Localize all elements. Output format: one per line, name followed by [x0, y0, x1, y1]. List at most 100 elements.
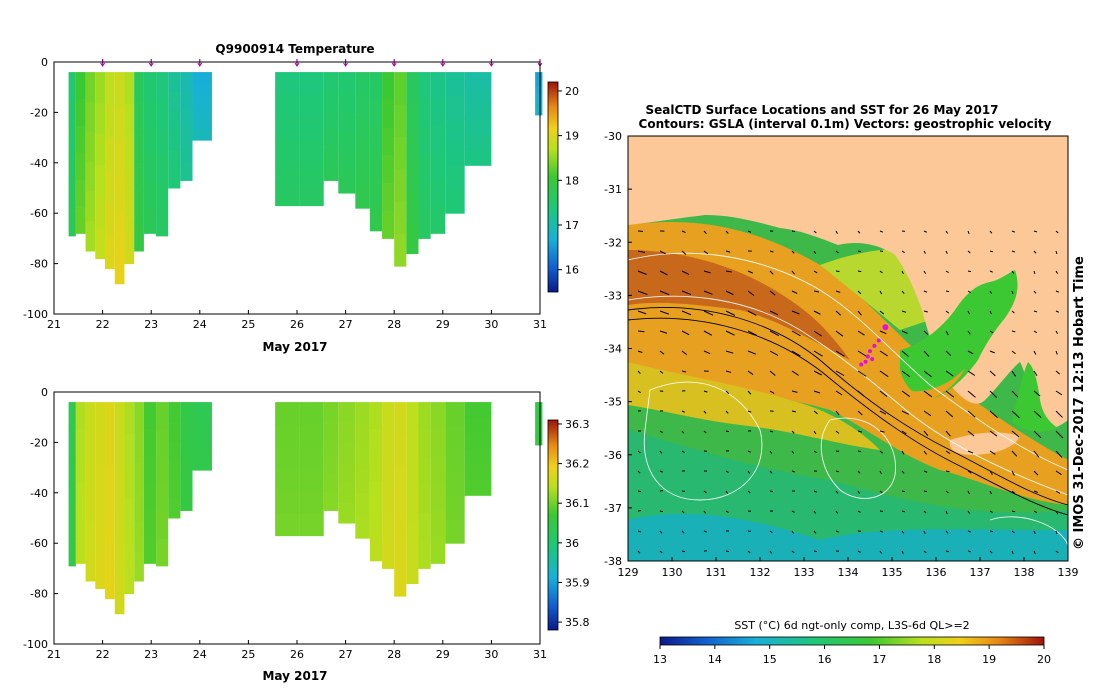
velocity-vector	[681, 250, 687, 256]
profile-cell	[382, 457, 395, 486]
velocity-vector	[681, 230, 686, 234]
velocity-vector	[901, 310, 907, 313]
velocity-vector	[725, 250, 731, 253]
velocity-vector	[813, 450, 817, 454]
sst-colorbar-tick-label: 18	[927, 653, 941, 666]
velocity-vector	[725, 430, 730, 433]
profile-cell	[406, 462, 419, 494]
profile-cell	[394, 434, 407, 468]
velocity-vector	[967, 550, 972, 553]
velocity-vector	[901, 270, 904, 274]
velocity-vector	[725, 490, 729, 494]
velocity-vector	[967, 410, 976, 418]
seal-locations	[859, 324, 889, 367]
velocity-vector	[813, 270, 818, 274]
profile-cell	[445, 119, 465, 144]
profile-cell	[394, 72, 407, 105]
velocity-vector	[659, 530, 663, 534]
velocity-vector	[945, 370, 954, 377]
velocity-vector	[835, 490, 839, 494]
geostrophic-vectors	[637, 230, 1064, 554]
velocity-vector	[989, 390, 998, 398]
profile-cell	[418, 182, 431, 212]
profile-cell	[445, 95, 465, 120]
profile-cell	[535, 409, 543, 417]
velocity-vector	[857, 290, 862, 295]
profile-cell	[369, 402, 383, 430]
velocity-vector	[945, 270, 949, 273]
velocity-vector	[1033, 470, 1039, 476]
map-subtitle: Contours: GSLA (interval 0.1m) Vectors: …	[639, 117, 1052, 131]
profile-cell	[430, 206, 446, 234]
profile-cell	[275, 94, 300, 118]
profile-cell	[124, 135, 135, 169]
profile-cell	[445, 425, 465, 450]
velocity-vector	[945, 450, 951, 454]
profile-cell	[85, 221, 96, 252]
profile-cell	[338, 502, 356, 524]
colorbar-tick-label: 36.1	[565, 497, 590, 510]
velocity-vector	[967, 530, 971, 533]
profile-cell	[168, 91, 181, 112]
salinity-colorbar-ticks: 36.3 36.2 36.1 36 35.9 35.8	[558, 418, 590, 629]
profile-cell	[192, 402, 212, 414]
velocity-vector	[923, 330, 929, 335]
profile-cell	[394, 466, 407, 500]
profile-cell	[369, 72, 383, 100]
profile-cell	[156, 402, 169, 430]
profile-cell	[355, 492, 370, 516]
profile-cell	[299, 183, 324, 207]
profile-cell	[430, 482, 446, 511]
velocity-vector	[835, 370, 845, 377]
velocity-vector	[813, 530, 817, 534]
velocity-vector	[659, 430, 663, 433]
profile-cell	[124, 231, 135, 265]
profile-cell	[275, 446, 300, 470]
velocity-vector	[923, 550, 927, 554]
seal-location	[876, 338, 881, 343]
velocity-vector	[901, 490, 906, 493]
velocity-vector	[1033, 270, 1036, 275]
temperature-y-axis: 0 -20 -40 -60 -80 -100	[23, 56, 58, 321]
profile-cell	[85, 521, 96, 552]
map-y-tick-label: -31	[604, 183, 622, 196]
velocity-vector	[637, 310, 647, 315]
velocity-vector	[813, 330, 823, 337]
velocity-vector	[637, 370, 641, 374]
profile-cell	[418, 485, 431, 514]
profile-cell	[445, 496, 465, 521]
profile-cell	[406, 553, 419, 585]
kangaroo-island	[949, 432, 1020, 455]
profile-cell	[535, 430, 543, 439]
profile-cell	[114, 543, 125, 579]
velocity-vector	[923, 230, 927, 233]
temperature-x-axis: 21 22 23 24 25 26 27 28 29 30 31	[47, 310, 547, 331]
sst-map-panel: SealCTD Surface Locations and SST for 26…	[604, 103, 1087, 666]
velocity-vector	[769, 310, 779, 316]
velocity-vector	[1033, 450, 1040, 458]
velocity-vector	[1011, 270, 1015, 274]
velocity-vector	[791, 510, 795, 513]
profile-cell	[156, 153, 169, 182]
profile-cell	[464, 464, 492, 481]
profile-cell	[68, 402, 76, 430]
velocity-vector	[857, 250, 862, 253]
velocity-vector	[879, 230, 883, 233]
profile-cell	[406, 432, 419, 464]
profile-cell	[275, 72, 300, 95]
velocity-vector	[857, 450, 862, 453]
profile-cell	[75, 179, 86, 207]
profile-cell	[355, 162, 370, 186]
profile-cell	[114, 472, 125, 509]
velocity-vector	[791, 450, 795, 454]
profile-cell	[143, 72, 157, 100]
profile-cell	[95, 402, 106, 434]
velocity-vector	[945, 390, 955, 398]
profile-cell	[134, 491, 144, 522]
velocity-vector	[681, 410, 686, 413]
profile-marker-arrow	[488, 62, 494, 67]
profile-cell	[535, 416, 543, 424]
profile-cell	[156, 511, 169, 540]
profile-cell	[418, 457, 431, 486]
velocity-vector	[879, 350, 888, 357]
